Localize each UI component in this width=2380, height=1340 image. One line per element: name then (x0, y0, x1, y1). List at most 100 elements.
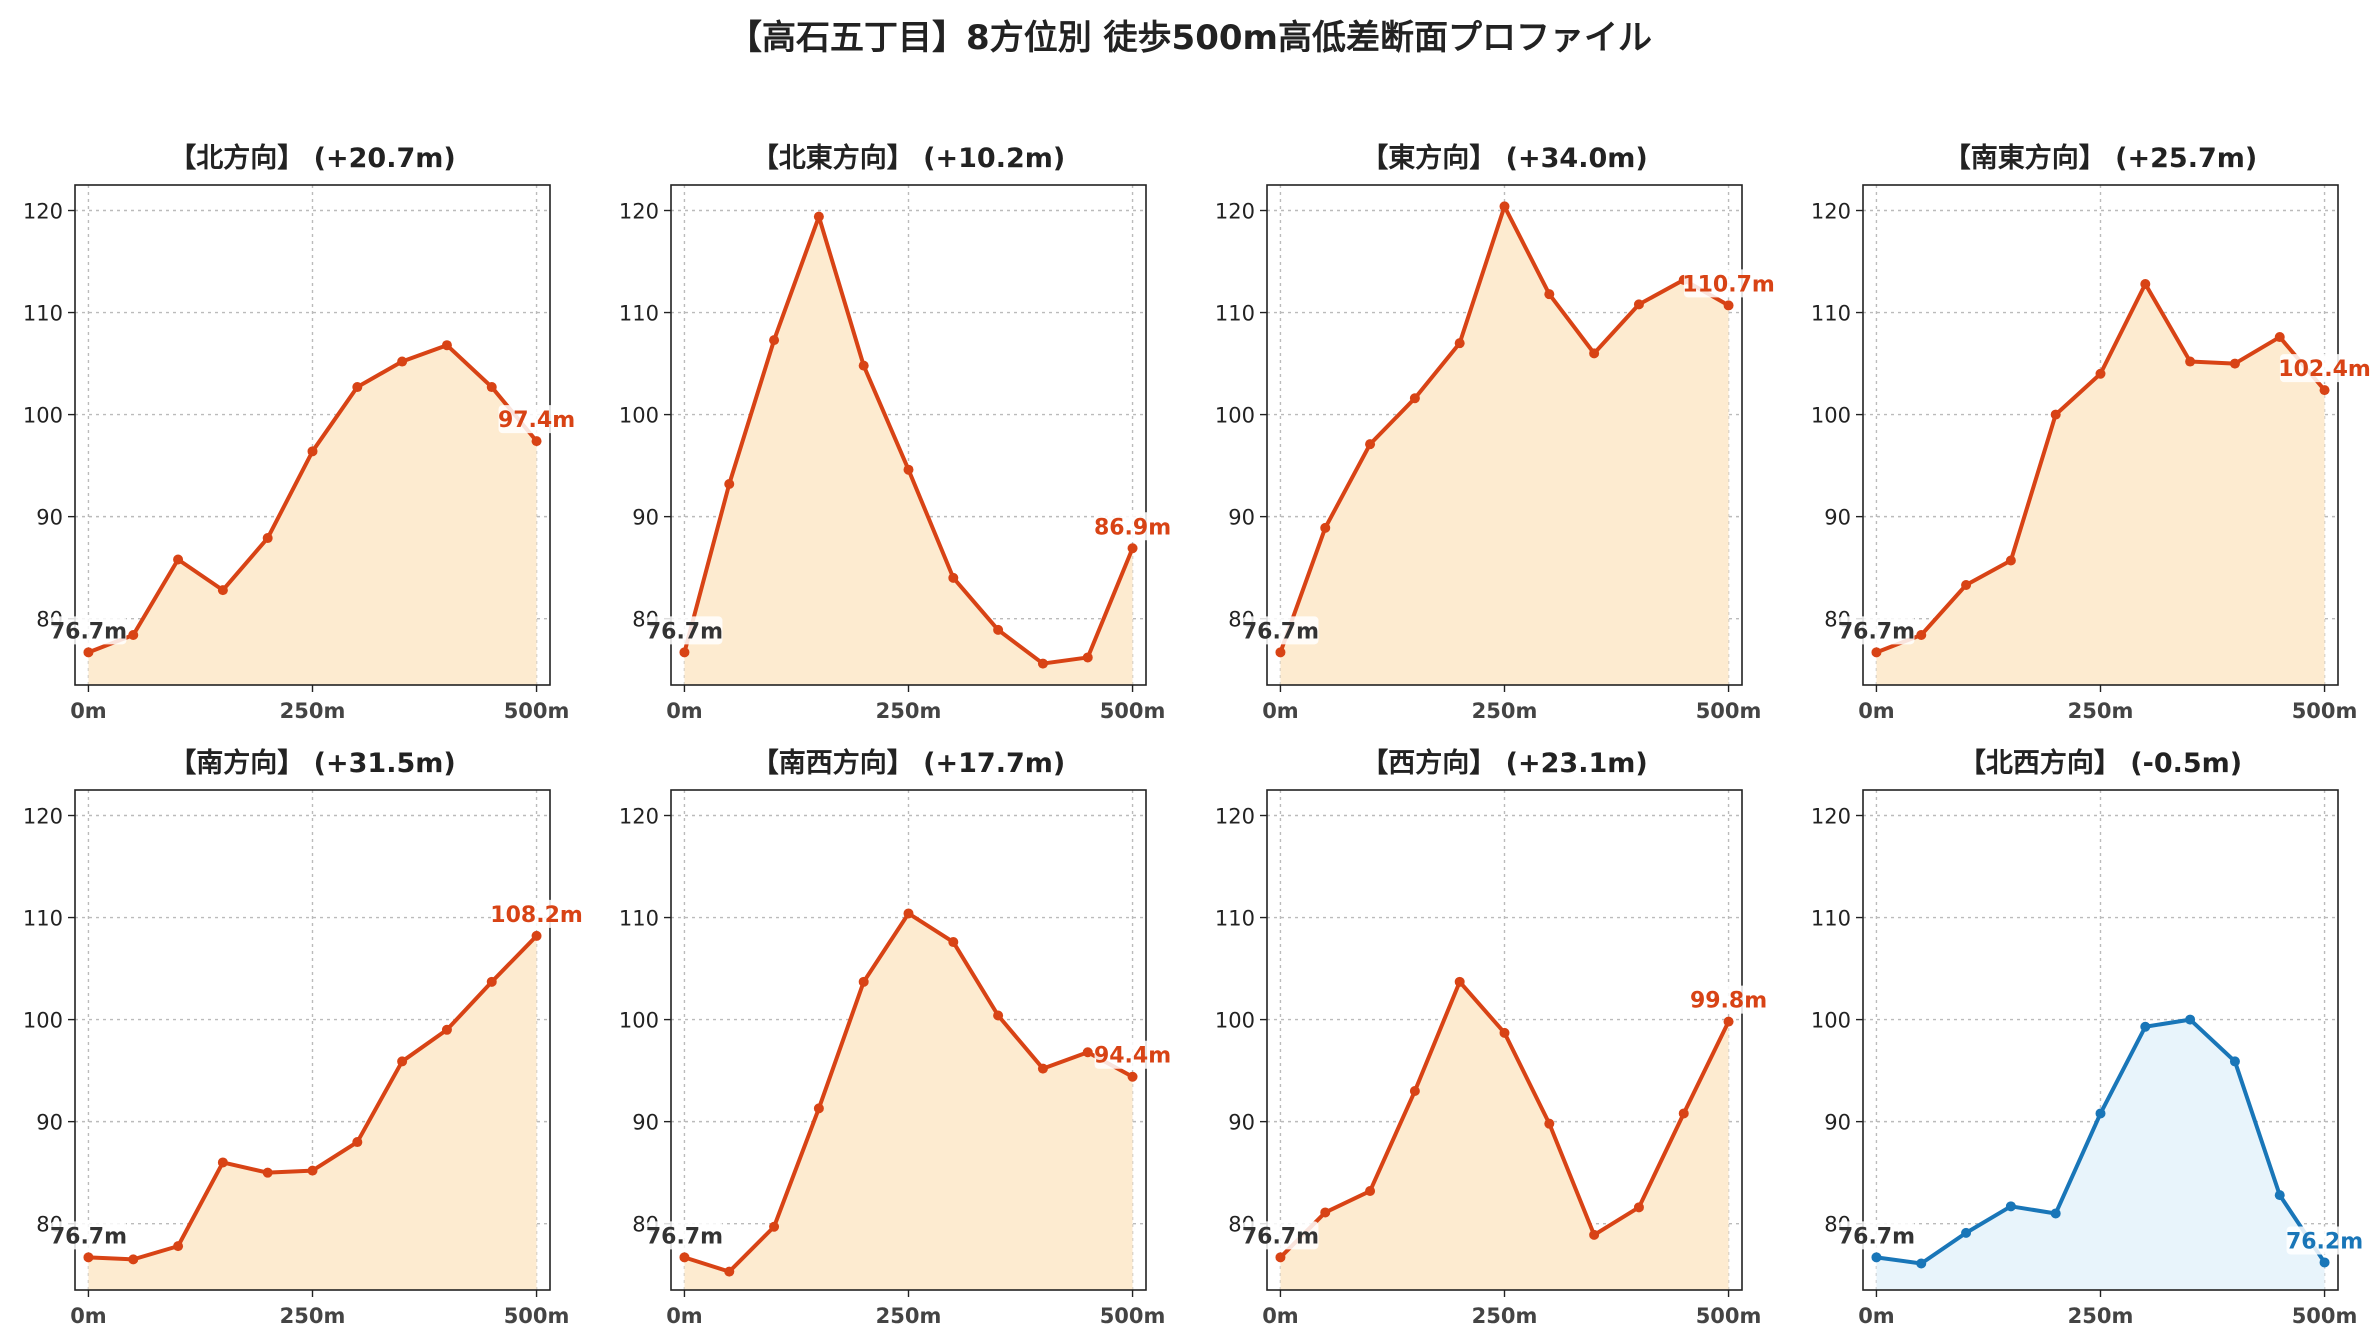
y-tick-label: 110 (23, 302, 63, 326)
x-tick-label: 500m (504, 699, 570, 723)
profile-area (1876, 1019, 2325, 1290)
subplot-title: 【西方向】 (+23.1m) (1361, 747, 1647, 779)
start-value-label-bg (50, 616, 127, 645)
start-value-label: 76.7m (50, 619, 127, 644)
end-value-label: 110.7m (1682, 272, 1775, 297)
y-tick-label: 110 (1811, 907, 1851, 931)
data-point (1127, 1071, 1138, 1082)
profile-area (1280, 206, 1729, 685)
end-value-label: 99.8m (1690, 989, 1767, 1014)
data-point (1871, 1252, 1882, 1263)
x-tick-label: 0m (70, 1304, 107, 1328)
subplot-title: 【南方向】 (+31.5m) (169, 747, 455, 779)
y-tick-label: 120 (1811, 805, 1851, 829)
x-tick-label: 500m (2292, 699, 2358, 723)
data-point (2050, 1208, 2061, 1219)
data-point (1499, 201, 1510, 212)
y-tick-label: 90 (1824, 506, 1851, 530)
start-value-label-bg (1838, 1221, 1915, 1250)
x-tick-label: 0m (1858, 699, 1895, 723)
data-point (307, 446, 318, 457)
profile-area (684, 216, 1133, 685)
profile-area (88, 345, 537, 685)
data-point (1454, 976, 1465, 987)
end-value-label-bg (1683, 269, 1774, 298)
data-point (2274, 332, 2285, 343)
x-tick-label: 0m (666, 1304, 703, 1328)
data-point (1454, 338, 1465, 349)
y-tick-label: 90 (36, 506, 63, 530)
start-value-label: 76.7m (1838, 619, 1915, 644)
data-point (903, 908, 914, 919)
end-value-label-bg (2286, 1226, 2363, 1255)
start-value-label: 76.7m (50, 1224, 127, 1249)
data-point (173, 554, 184, 565)
data-point (1723, 300, 1734, 311)
start-value-label-bg (50, 1221, 127, 1250)
end-value-label-bg (491, 899, 582, 928)
data-point (1082, 652, 1093, 663)
data-point (813, 1103, 824, 1114)
data-point (1633, 1202, 1644, 1213)
subplot-title: 【北東方向】 (+10.2m) (752, 142, 1065, 174)
end-value-label-bg (1094, 512, 1171, 541)
data-point (2005, 555, 2016, 566)
x-tick-label: 250m (1472, 1304, 1538, 1328)
start-value-label-bg (1838, 616, 1915, 645)
y-tick-label: 90 (1228, 1111, 1255, 1135)
subplot-title: 【南東方向】 (+25.7m) (1944, 142, 2257, 174)
data-point (1589, 348, 1600, 359)
data-point (1365, 1186, 1376, 1197)
data-point (262, 533, 273, 544)
data-point (1871, 647, 1882, 658)
x-tick-label: 250m (280, 699, 346, 723)
y-tick-label: 120 (619, 200, 659, 224)
y-tick-label: 120 (1215, 805, 1255, 829)
end-value-label: 76.2m (2286, 1229, 2363, 1254)
data-point (2185, 356, 2196, 367)
end-value-label-bg (1094, 1040, 1171, 1069)
x-tick-label: 500m (1696, 1304, 1762, 1328)
data-point (2005, 1201, 2016, 1212)
x-tick-label: 250m (876, 699, 942, 723)
data-point (1037, 1063, 1048, 1074)
data-point (813, 211, 824, 222)
subplot-title: 【北方向】 (+20.7m) (169, 142, 455, 174)
data-point (858, 360, 869, 371)
y-tick-label: 120 (23, 805, 63, 829)
subplot-title: 【東方向】 (+34.0m) (1361, 142, 1647, 174)
data-point (352, 382, 363, 393)
y-tick-label: 100 (23, 404, 63, 428)
x-tick-label: 0m (1858, 1304, 1895, 1328)
data-point (993, 1010, 1004, 1021)
data-point (262, 1167, 273, 1178)
data-point (724, 1266, 735, 1277)
end-value-label: 94.4m (1094, 1044, 1171, 1069)
start-value-label: 76.7m (646, 1224, 723, 1249)
end-value-label: 86.9m (1094, 515, 1171, 540)
x-tick-label: 500m (2292, 1304, 2358, 1328)
y-tick-label: 100 (619, 404, 659, 428)
data-point (1678, 1108, 1689, 1119)
y-tick-label: 100 (1811, 1009, 1851, 1033)
x-tick-label: 500m (1100, 699, 1166, 723)
y-tick-label: 120 (619, 805, 659, 829)
data-point (679, 1252, 690, 1263)
data-point (83, 1252, 94, 1263)
x-tick-label: 250m (1472, 699, 1538, 723)
data-point (679, 647, 690, 658)
data-point (948, 937, 959, 948)
data-point (2140, 278, 2151, 289)
profile-area (1280, 981, 1729, 1290)
y-tick-label: 90 (1824, 1111, 1851, 1135)
data-point (1365, 439, 1376, 450)
data-point (531, 436, 542, 447)
data-point (2274, 1190, 2285, 1201)
x-tick-label: 500m (1100, 1304, 1166, 1328)
data-point (1544, 1118, 1555, 1129)
data-point (83, 647, 94, 658)
